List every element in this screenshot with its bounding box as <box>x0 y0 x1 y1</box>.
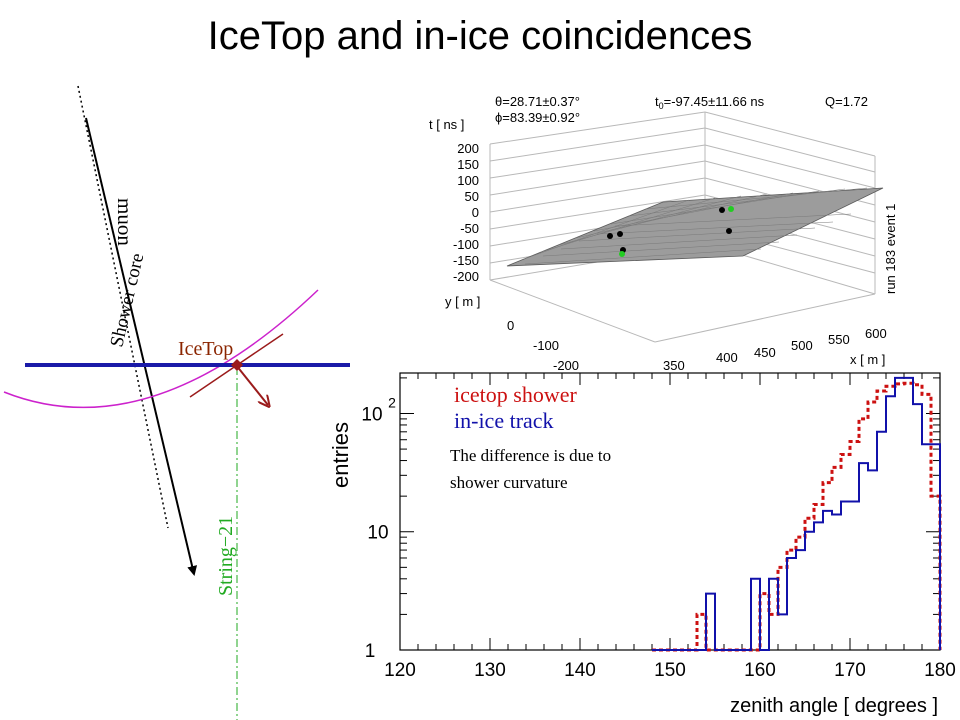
y-tick-label: 1 <box>365 641 376 662</box>
z-tick: 150 <box>457 157 479 172</box>
y-axis-label: y [ m ] <box>445 294 480 309</box>
slide-title: IceTop and in-ice coincidences <box>207 14 753 58</box>
y-tick-label: 10 <box>367 523 388 544</box>
x-tick: 350 <box>663 358 685 373</box>
direction-arrow <box>235 364 268 405</box>
z-tick: 50 <box>465 189 479 204</box>
theta-value: θ=28.71±0.37° <box>495 94 580 109</box>
annotation-line-1: The difference is due to <box>450 446 611 465</box>
x-tick-label: 170 <box>834 660 866 681</box>
z-tick: -200 <box>453 269 479 284</box>
hist-axes: 120 130 140 150 160 170 180 1 10 10 2 <box>361 373 956 681</box>
x-tick-label: 160 <box>744 660 776 681</box>
y-tick-label: 10 <box>361 404 382 425</box>
muon-label: muon <box>113 198 137 246</box>
z-tick: -50 <box>460 221 479 236</box>
z-tick: 0 <box>472 205 479 220</box>
legend-inice: in-ice track <box>454 408 554 433</box>
icetop-tank-marker <box>231 359 243 371</box>
x-tick: 400 <box>716 350 738 365</box>
y-tick: -200 <box>553 358 579 373</box>
x-tick-label: 180 <box>924 660 956 681</box>
hist-xlabel: zenith angle [ degrees ] <box>730 695 938 717</box>
phi-value: ϕ=83.39±0.92° <box>495 110 580 125</box>
shower-front-curve <box>3 289 319 409</box>
hist-frame <box>399 372 941 651</box>
y-tick-exponent: 2 <box>388 394 396 410</box>
z-axis-label: t [ ns ] <box>429 117 464 132</box>
y-tick: -100 <box>533 338 559 353</box>
annotation-line-2: shower curvature <box>450 473 568 492</box>
hist-series <box>652 376 942 652</box>
legend-icetop: icetop shower <box>454 382 577 407</box>
muon-track-arrow <box>85 117 198 576</box>
z-tick: -100 <box>453 237 479 252</box>
shower-geometry-diagram: muon Shower core IceTop String−21 <box>3 85 350 720</box>
shower-axis-line <box>77 85 169 529</box>
z-tick: -150 <box>453 253 479 268</box>
x-tick-label: 150 <box>654 660 686 681</box>
zenith-histogram: 120 130 140 150 160 170 180 1 10 10 2 entries zeni… <box>330 372 956 717</box>
x-axis-label: x [ m ] <box>850 352 885 367</box>
x-tick: 500 <box>791 338 813 353</box>
z-tick: 100 <box>457 173 479 188</box>
hit-points <box>607 206 734 257</box>
x-tick: 600 <box>865 326 887 341</box>
hist-ylabel: entries <box>330 422 353 488</box>
shower-core-label: Shower core <box>106 251 148 349</box>
x-tick-label: 140 <box>564 660 596 681</box>
x-tick: 550 <box>828 332 850 347</box>
y-tick: 0 <box>507 318 514 333</box>
x-tick-label: 120 <box>384 660 416 681</box>
x-tick-label: 130 <box>474 660 506 681</box>
t0-value: t0=-97.45±11.66 ns <box>655 94 765 111</box>
z-tick: 200 <box>457 141 479 156</box>
x-tick: 450 <box>754 345 776 360</box>
q-value: Q=1.72 <box>825 94 868 109</box>
icetop-label: IceTop <box>178 338 233 360</box>
event-fit-3d-plot: θ=28.71±0.37° ϕ=83.39±0.92° t0=-97.45±11… <box>425 84 915 374</box>
string-21-label: String−21 <box>215 516 237 596</box>
run-event-label: run 183 event 1 <box>883 204 898 294</box>
inice-track-histogram <box>652 376 941 651</box>
